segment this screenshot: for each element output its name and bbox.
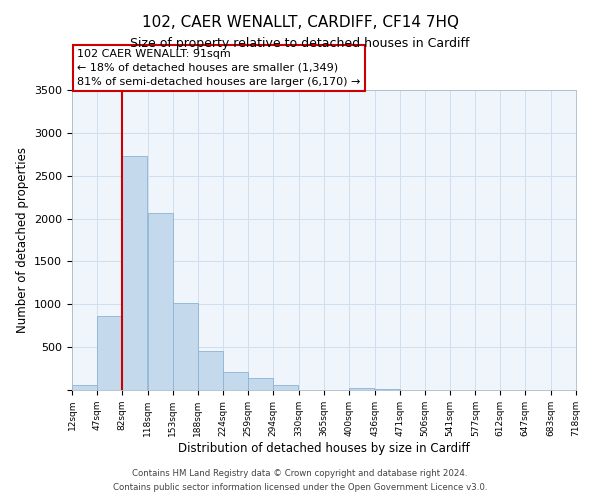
Text: Size of property relative to detached houses in Cardiff: Size of property relative to detached ho…: [130, 38, 470, 51]
Bar: [97, 316, 122, 390]
Bar: [72, 386, 97, 390]
Bar: [248, 378, 274, 390]
Bar: [274, 386, 298, 390]
Text: Contains HM Land Registry data © Crown copyright and database right 2024.: Contains HM Land Registry data © Crown c…: [132, 468, 468, 477]
Text: 102, CAER WENALLT, CARDIFF, CF14 7HQ: 102, CAER WENALLT, CARDIFF, CF14 7HQ: [142, 15, 458, 30]
Bar: [173, 304, 197, 390]
Bar: [122, 156, 147, 390]
Y-axis label: Number of detached properties: Number of detached properties: [16, 147, 29, 333]
Text: 102 CAER WENALLT: 91sqm
← 18% of detached houses are smaller (1,349)
81% of semi: 102 CAER WENALLT: 91sqm ← 18% of detache…: [77, 49, 361, 87]
Bar: [349, 388, 374, 390]
Bar: [374, 388, 400, 390]
Bar: [223, 372, 248, 390]
X-axis label: Distribution of detached houses by size in Cardiff: Distribution of detached houses by size …: [178, 442, 470, 454]
Text: Contains public sector information licensed under the Open Government Licence v3: Contains public sector information licen…: [113, 484, 487, 492]
Bar: [197, 351, 223, 390]
Bar: [148, 214, 173, 390]
